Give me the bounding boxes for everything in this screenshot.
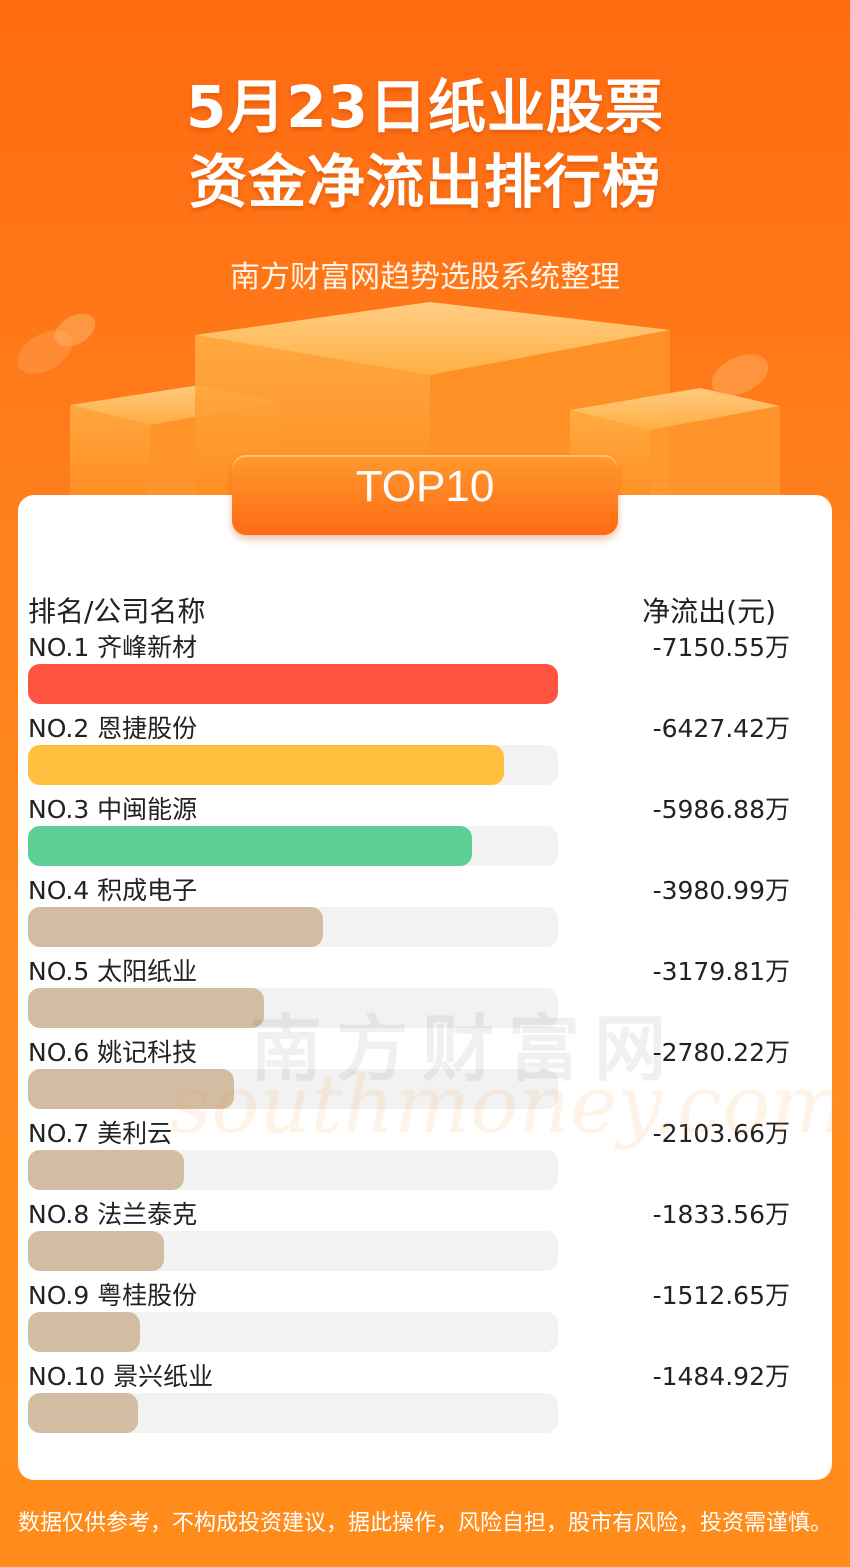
ranking-row-value: -1512.65万 <box>652 1281 790 1310</box>
ranking-row: NO.9 粤桂股份 -1512.65万 <box>0 1276 850 1357</box>
ranking-row-name: NO.1 齐峰新材 <box>28 633 198 662</box>
ranking-row-value: -1833.56万 <box>652 1200 790 1229</box>
ranking-row-value: -3179.81万 <box>652 957 790 986</box>
ranking-row-name: NO.6 姚记科技 <box>28 1038 198 1067</box>
bar-track <box>28 1150 558 1190</box>
ranking-row-name: NO.2 恩捷股份 <box>28 714 198 743</box>
ranking-row-name: NO.9 粤桂股份 <box>28 1281 198 1310</box>
bar-track <box>28 1393 558 1433</box>
bar <box>28 1069 234 1109</box>
bar <box>28 826 472 866</box>
bar <box>28 1150 184 1190</box>
ranking-row-name: NO.4 积成电子 <box>28 876 198 905</box>
column-header-net-outflow: 净流出(元) <box>642 595 776 628</box>
page-subtitle: 南方财富网趋势选股系统整理 <box>230 260 620 295</box>
ranking-row: NO.1 齐峰新材 -7150.55万 <box>0 628 850 709</box>
column-header-rank-name: 排名/公司名称 <box>28 595 206 628</box>
ranking-row: NO.5 太阳纸业 -3179.81万 <box>0 952 850 1033</box>
ranking-row-name: NO.3 中闽能源 <box>28 795 198 824</box>
bar-track <box>28 1312 558 1352</box>
bar <box>28 907 323 947</box>
top10-badge: TOP10 <box>232 455 618 535</box>
page-title-line2: 资金净流出排行榜 <box>188 148 661 216</box>
bar <box>28 664 558 704</box>
page-title-line1: 5月23日纸业股票 <box>185 73 665 141</box>
bar-track <box>28 1231 558 1271</box>
disclaimer: 数据仅供参考，不构成投资建议，据此操作，风险自担，股市有风险，投资需谨慎。 <box>17 1511 832 1536</box>
ranking-row-value: -3980.99万 <box>652 876 790 905</box>
ranking-row-name: NO.8 法兰泰克 <box>28 1200 198 1229</box>
ranking-row-value: -2103.66万 <box>652 1119 790 1148</box>
bar-track <box>28 907 558 947</box>
ranking-row-value: -2780.22万 <box>652 1038 790 1067</box>
ranking-row-value: -5986.88万 <box>652 795 790 824</box>
ranking-row: NO.3 中闽能源 -5986.88万 <box>0 790 850 871</box>
ranking-row: NO.2 恩捷股份 -6427.42万 <box>0 709 850 790</box>
ranking-row-value: -1484.92万 <box>652 1362 790 1391</box>
ranking-row-name: NO.10 景兴纸业 <box>28 1362 214 1391</box>
ranking-row-name: NO.7 美利云 <box>28 1119 173 1148</box>
bar <box>28 745 504 785</box>
ranking-row-value: -6427.42万 <box>652 714 790 743</box>
bar <box>28 988 264 1028</box>
header-banner: 5月23日纸业股票 资金净流出排行榜 南方财富网趋势选股系统整理 <box>0 0 850 520</box>
ranking-row: NO.6 姚记科技 -2780.22万 <box>0 1033 850 1114</box>
bar <box>28 1312 140 1352</box>
ranking-row: NO.10 景兴纸业 -1484.92万 <box>0 1357 850 1438</box>
ranking-row: NO.7 美利云 -2103.66万 <box>0 1114 850 1195</box>
ranking-row-name: NO.5 太阳纸业 <box>28 957 198 986</box>
bar-track <box>28 1069 558 1109</box>
bar-track <box>28 745 558 785</box>
ranking-row: NO.4 积成电子 -3980.99万 <box>0 871 850 952</box>
bar-track <box>28 826 558 866</box>
bar <box>28 1231 164 1271</box>
bar-track <box>28 988 558 1028</box>
bar-track <box>28 664 558 704</box>
bar <box>28 1393 138 1433</box>
ranking-row: NO.8 法兰泰克 -1833.56万 <box>0 1195 850 1276</box>
ranking-row-value: -7150.55万 <box>652 633 790 662</box>
